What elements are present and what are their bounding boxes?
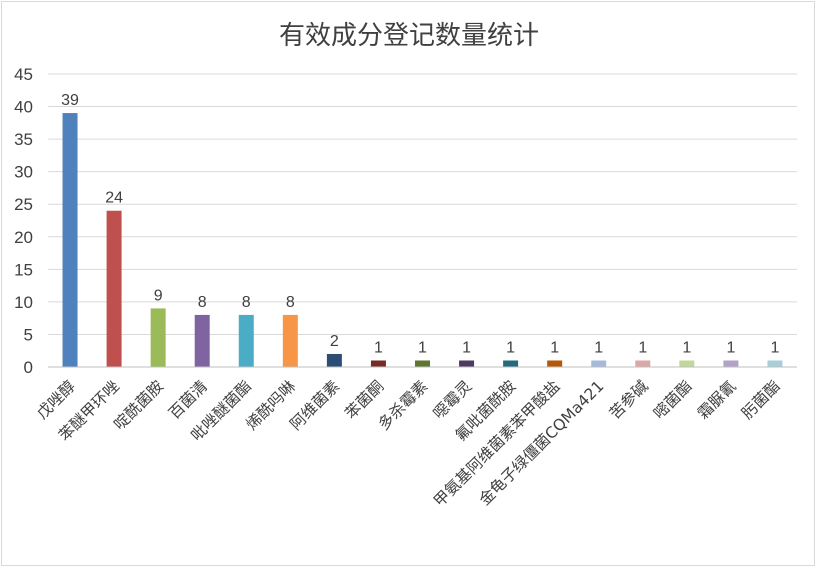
data-label: 39	[61, 92, 79, 109]
bar	[415, 360, 430, 367]
x-tick-label: 肟菌酯	[738, 377, 784, 423]
y-tick-label: 5	[24, 325, 33, 344]
y-tick-label: 30	[14, 163, 33, 182]
x-tick-label: 霜脲氰	[694, 377, 740, 423]
data-label: 1	[462, 339, 471, 356]
bar	[282, 314, 298, 367]
bar	[370, 360, 386, 367]
y-tick-label: 20	[14, 228, 33, 247]
bar	[635, 360, 651, 367]
data-label: 1	[638, 339, 647, 356]
data-label: 2	[330, 333, 339, 350]
data-label: 1	[418, 339, 427, 356]
bars	[62, 113, 783, 367]
bar	[459, 360, 475, 367]
data-label: 1	[682, 339, 691, 356]
bar	[503, 360, 519, 367]
data-labels: 39 24 9 8 8 8 2 1 1 1 1 1 1 1 1 1 1	[61, 92, 779, 356]
bar	[194, 314, 210, 367]
y-tick-label: 10	[14, 293, 33, 312]
data-label: 24	[105, 190, 123, 207]
data-label: 8	[286, 294, 295, 311]
data-label: 1	[374, 339, 383, 356]
bar	[547, 360, 563, 367]
y-tick-label: 40	[14, 98, 33, 117]
data-label: 1	[726, 339, 735, 356]
data-label: 1	[771, 339, 780, 356]
bar	[679, 360, 695, 367]
x-tick-label: 苦参碱	[606, 377, 652, 423]
bar	[767, 360, 783, 367]
data-label: 9	[154, 287, 163, 304]
data-label: 1	[550, 339, 559, 356]
gridlines	[48, 73, 797, 335]
bar	[62, 113, 78, 367]
x-tick-label: 阿维菌素	[287, 377, 344, 434]
x-axis-labels: 戊唑醇苯醚甲环唑啶酰菌胺百菌清吡唑醚菌酯烯酰吗啉阿维菌素苯菌酮多杀霉素噁霉灵氟吡…	[33, 377, 784, 511]
chart-title: 有效成分登记数量统计	[279, 21, 539, 51]
y-tick-label: 25	[14, 195, 33, 214]
bar	[591, 360, 607, 367]
y-tick-label: 35	[14, 130, 33, 149]
bar	[150, 308, 166, 367]
x-tick-label: 嘧菌酯	[650, 377, 696, 423]
x-tick-label: 多杀霉素	[375, 377, 432, 434]
bar	[106, 210, 122, 367]
data-label: 8	[242, 294, 251, 311]
bar	[238, 314, 254, 367]
data-label: 1	[594, 339, 603, 356]
y-tick-label: 15	[14, 260, 33, 279]
y-tick-label: 45	[14, 65, 33, 84]
y-tick-label: 0	[24, 358, 33, 377]
x-tick-label: 啶酰菌胺	[110, 377, 167, 434]
y-axis-ticks: 0 5 10 15 20 25 30 35 40 45	[14, 65, 33, 377]
data-label: 8	[198, 294, 207, 311]
bar	[723, 360, 739, 367]
bar	[326, 353, 342, 367]
data-label: 1	[506, 339, 515, 356]
